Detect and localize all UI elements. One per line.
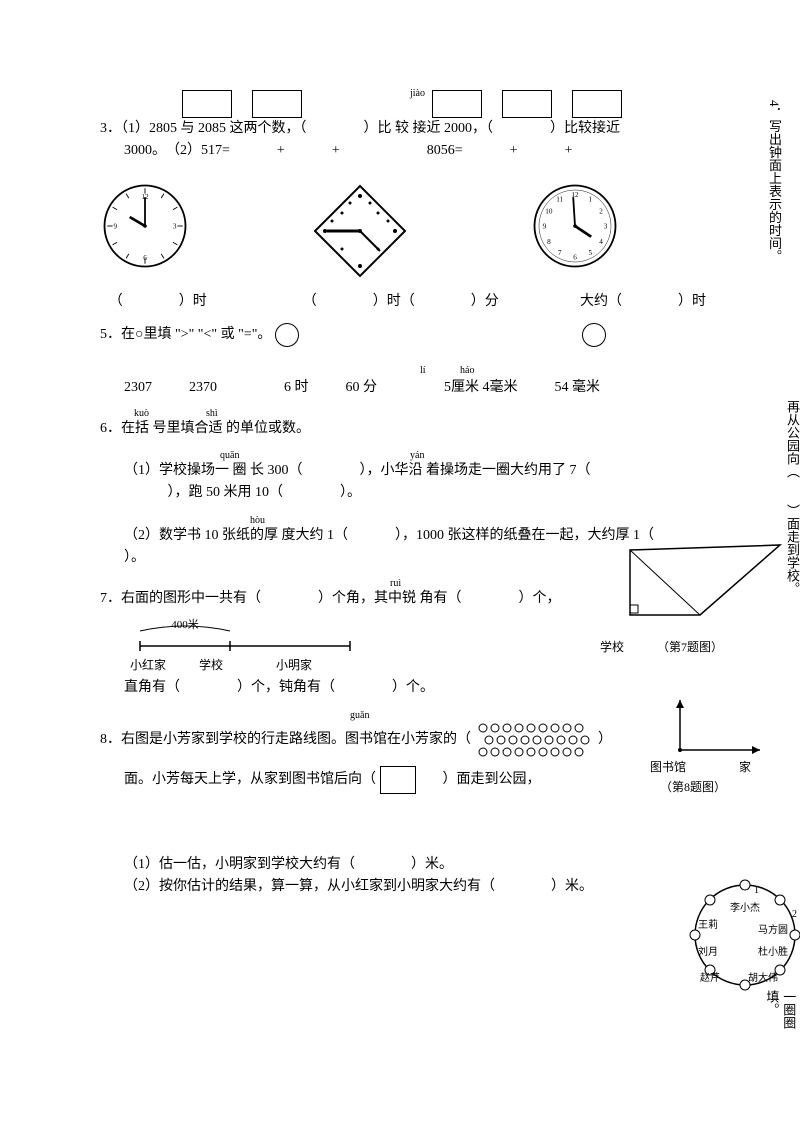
q10-name-1: 王莉 xyxy=(698,918,718,934)
q7-c: ）个， xyxy=(519,591,561,606)
clocks-row: 12 3 6 9 1212 345 xyxy=(100,181,720,281)
q10-name-4: 杜小胜 xyxy=(758,945,788,961)
q8-d: ）面走到公园， xyxy=(443,772,541,787)
pinyin-rui: ruì xyxy=(390,576,401,592)
q9-sub2: （2）按你估计的结果，算一算，从小红家到小明家大约有（ ）米。 xyxy=(100,876,720,898)
blank-1[interactable] xyxy=(182,90,232,118)
q10-num-2: 2 xyxy=(792,907,797,923)
q6-sub2b: ），1000 张这样的纸叠在一起，大约厚 1（ xyxy=(395,528,654,543)
svg-text:3: 3 xyxy=(604,222,608,230)
svg-text:1: 1 xyxy=(589,195,593,203)
q3-plus-1: + xyxy=(277,143,285,158)
q4-vertical-text: 4．写出钟面上表示的时间。 xyxy=(765,100,782,263)
q10-num-1: 1 xyxy=(754,883,759,899)
svg-text:9: 9 xyxy=(543,222,547,230)
q10-name-5: 赵芹 xyxy=(700,971,720,987)
q10-name-2: 马方圆 xyxy=(758,923,788,939)
blank-3[interactable] xyxy=(432,90,482,118)
q10-vertical-text: 10．（ ），一圈圈填。 xyxy=(762,990,800,1042)
clock-2 xyxy=(310,181,410,281)
q6-sub2a: （2）数学书 10 张纸的厚 度大约 1（ xyxy=(124,528,348,543)
q6-text: 6．在括 号里填合适 的单位或数。 xyxy=(100,421,310,436)
blank-4[interactable] xyxy=(502,90,552,118)
pinyin-quan: quān xyxy=(220,448,239,464)
q5-f: 54 毫米 xyxy=(555,380,601,395)
q8-fig-home: 家 xyxy=(739,760,751,774)
clock-1: 12 3 6 9 xyxy=(100,181,190,271)
svg-text:4: 4 xyxy=(599,238,603,246)
ruler-right: 小明家 xyxy=(276,658,312,672)
pinyin-li: lí xyxy=(420,363,426,379)
clock-label-2: （ ）时（ ）分 xyxy=(276,291,526,313)
pinyin-yan: yán xyxy=(410,448,424,464)
clock-labels-row: （ ）时 （ ）时（ ）分 大约（ ）时 xyxy=(100,291,720,313)
svg-text:6: 6 xyxy=(573,253,577,261)
q10-name-3: 刘月 xyxy=(698,945,718,961)
q5-text: 5．在○里填 ">" "<" 或 "="。 xyxy=(100,327,271,342)
svg-text:11: 11 xyxy=(556,195,563,203)
question-5: 5．在○里填 ">" "<" 或 "="。 lí háo 2307 2370 6… xyxy=(100,323,720,399)
q10-name-6: 胡大伟 xyxy=(748,971,778,987)
question-7: ruì 7．右面的图形中一共有（ ）个角，其中锐 角有（ ）个， 400米 小红… xyxy=(100,588,720,700)
svg-text:5: 5 xyxy=(589,249,593,257)
clock-3: 1212 345 678 91011 xyxy=(530,181,620,271)
pinyin-kuo: kuò xyxy=(134,406,149,422)
svg-text:7: 7 xyxy=(558,249,562,257)
question-9: （1）估一估，小明家到学校大约有（ ）米。 （2）按你估计的结果，算一算，从小红… xyxy=(100,854,720,899)
pinyin-shi: shì xyxy=(206,406,218,422)
ruler-mid: 学校 xyxy=(199,658,223,672)
clock-label-1: （ ）时 xyxy=(100,291,216,313)
svg-text:8: 8 xyxy=(547,238,551,246)
circle-input-1[interactable] xyxy=(275,323,299,347)
q6-sub1b: ），小华沿 着操场走一圈大约用了 7（ xyxy=(360,463,591,478)
q3-plus-4: + xyxy=(565,143,573,158)
pinyin-hao: háo xyxy=(460,363,474,379)
question-3: jiào 3．（1）2805 与 2085 这两个数，（ ）比 较 接近 200… xyxy=(100,100,720,163)
q3-text-c: ）比较接近 xyxy=(550,121,620,136)
q3-plus-2: + xyxy=(332,143,340,158)
q5-b: 2370 xyxy=(189,380,217,395)
q5-e: 5厘米 4毫米 xyxy=(444,380,518,395)
svg-text:2: 2 xyxy=(599,207,603,215)
q3-eq2: 8056= xyxy=(427,143,463,158)
q3-plus-3: + xyxy=(510,143,518,158)
q7-d: 直角有（ xyxy=(124,680,180,695)
blank-2[interactable] xyxy=(252,90,302,118)
svg-text:10: 10 xyxy=(545,207,553,215)
q7-a: 7．右面的图形中一共有（ xyxy=(100,591,261,606)
svg-text:3: 3 xyxy=(173,222,177,230)
question-8: guǎn 8．右图是小芳家到学校的行走路线图。图书馆在小芳家的（ ） 面。小芳每… xyxy=(100,720,720,794)
ruler-figure: 400米 小红家 学校 小明家 xyxy=(130,616,720,676)
q8-c: 面。小芳每天上学，从家到图书馆后向（ xyxy=(124,772,376,787)
circle-input-2[interactable] xyxy=(582,323,606,347)
svg-text:6: 6 xyxy=(143,254,147,262)
blank-5[interactable] xyxy=(572,90,622,118)
ruler-left: 小红家 xyxy=(130,658,166,672)
q8-b: ） xyxy=(598,732,612,747)
q7-f: ）个。 xyxy=(392,680,434,695)
q8-a: 8．右图是小芳家到学校的行走路线图。图书馆在小芳家的（ xyxy=(100,732,471,747)
q10-name-0: 李小杰 xyxy=(730,901,760,917)
clock-label-3: 大约（ ）时 xyxy=(566,291,720,313)
q7-b: ）个角，其中锐 角有（ xyxy=(318,591,462,606)
q6-sub2c: ）。 xyxy=(124,550,145,565)
q7-e: ）个，钝角有（ xyxy=(237,680,335,695)
svg-text:9: 9 xyxy=(114,222,118,230)
pinyin-guan: guǎn xyxy=(350,708,369,724)
q6-sub1d: ）。 xyxy=(340,485,361,500)
q3-text-b: ）比 较 接近 2000，（ xyxy=(364,121,494,136)
dots-overlay xyxy=(475,720,595,760)
q5-a: 2307 xyxy=(124,380,152,395)
q3-text-a: 3．（1）2805 与 2085 这两个数，（ xyxy=(100,121,307,136)
q5-d: 60 分 xyxy=(346,380,378,395)
pinyin-jiao: jiào xyxy=(410,86,425,102)
q6-sub1a: （1）学校操场一 圈 长 300（ xyxy=(124,463,303,478)
q5-c: 6 时 xyxy=(284,380,309,395)
q3-text-d: 3000。 （2）517= xyxy=(124,143,230,158)
q6-sub1c: ），跑 50 米用 10（ xyxy=(168,485,284,500)
pinyin-hou: hòu xyxy=(250,513,265,529)
svg-text:400米: 400米 xyxy=(171,618,199,631)
blank-dir[interactable] xyxy=(380,766,416,794)
q9-sub1: （1）估一估，小明家到学校大约有（ ）米。 xyxy=(100,854,720,876)
